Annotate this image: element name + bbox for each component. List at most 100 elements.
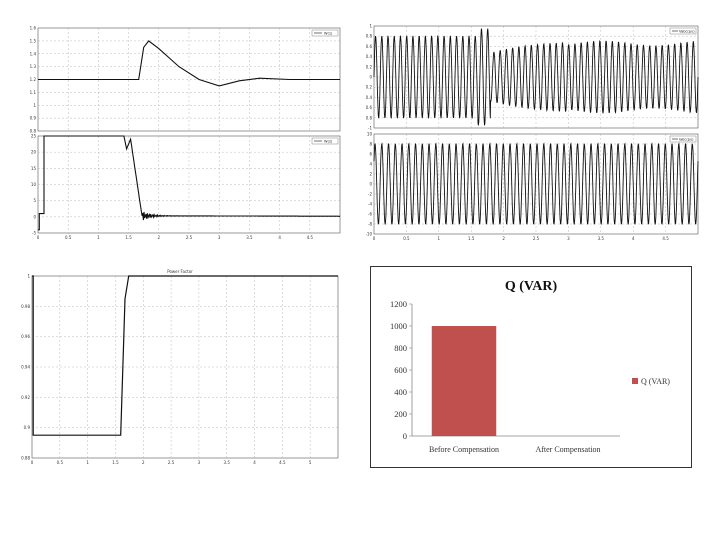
x-tick-label: 4.5 (279, 460, 286, 465)
current-legend-box (669, 135, 697, 143)
y-tick-label: -4 (368, 202, 372, 207)
x-tick-label: 4 (278, 235, 281, 240)
category-label: Before Compensation (429, 445, 499, 454)
y-tick-label: 1.5 (30, 38, 37, 43)
y-tick-label: 0.8 (30, 129, 37, 134)
bar-chart-categories: Before Compensation After Compensation (429, 445, 601, 454)
y-tick-label: 2 (369, 172, 372, 177)
y-tick-label: 0.6 (366, 44, 372, 49)
y-tick-label: 0.8 (366, 34, 372, 39)
voltage-legend-label: Vabc(pu) (679, 30, 695, 34)
power-factor-title: Power Factor (167, 269, 193, 274)
voltage-trace-line (373, 28, 699, 126)
voltage-y-ticks: 1 0.8 0.6 0.4 0.2 0 -0.2 -0.4 -0.6 -0.8 -1 (366, 24, 372, 131)
y-tick-label: -8 (368, 222, 372, 227)
y-tick-label: 0 (369, 182, 372, 187)
scope-top-left-svg: 1.61.51.41.31.21.110.90.8 W(1) 252015105… (22, 22, 342, 242)
upper-grid (38, 28, 340, 131)
y-tick-label: -6 (368, 212, 372, 217)
y-tick-label: 0.94 (21, 365, 30, 370)
x-tick-label: 3 (567, 236, 570, 241)
y-tick-label: -1 (368, 126, 372, 131)
power-factor-trace-line (32, 275, 338, 436)
lower-y-ticks: 25 20 15 10 5 0 -5 (31, 134, 37, 236)
x-tick-label: 1.5 (125, 235, 132, 240)
x-tick-label: 1 (86, 460, 89, 465)
power-factor-y-ticks: 1 0.98 0.96 0.94 0.92 0.9 0.88 (21, 274, 30, 461)
y-tick-label: 0.98 (21, 304, 30, 309)
y-tick-label: 400 (394, 387, 407, 397)
x-tick-label: 0 (37, 235, 40, 240)
x-tick-label: 3.5 (246, 235, 253, 240)
y-tick-label: 8 (369, 142, 372, 147)
x-tick-label: 0 (373, 236, 376, 241)
y-tick-label: 5 (33, 198, 36, 203)
lower-x-ticks: 0 0.5 1 1.5 2 2.5 3 3.5 4 4.5 (37, 235, 314, 240)
bar-chart-y-ticks: 1200 1000 800 600 400 200 0 (390, 299, 407, 441)
y-tick-label: -5 (32, 231, 36, 236)
x-tick-label: 1.5 (112, 460, 119, 465)
x-tick-label: 1 (438, 236, 441, 241)
y-tick-label: 1 (369, 24, 372, 29)
x-tick-label: 1.5 (468, 236, 475, 241)
y-tick-label: 800 (394, 343, 407, 353)
y-tick-label: 1.3 (30, 64, 37, 69)
upper-legend-box (311, 29, 339, 37)
y-tick-label: -0.4 (366, 95, 372, 100)
bar (431, 326, 497, 436)
y-tick-label: -0.2 (366, 85, 372, 90)
y-tick-label: 0.96 (21, 334, 30, 339)
y-tick-label: 1.4 (30, 51, 37, 56)
y-tick-label: -2 (368, 192, 372, 197)
y-tick-label: 0.4 (366, 54, 372, 59)
y-tick-label: -0.6 (366, 105, 372, 110)
bar-chart-title: Q (VAR) (505, 279, 558, 294)
category-label: After Compensation (535, 445, 600, 454)
upper-y-ticks: 1.6 1.5 1.4 1.3 1.2 1.1 1 0.9 0.8 (30, 26, 37, 134)
y-tick-label: 0 (33, 214, 36, 219)
bar-chart-legend: Q (VAR) (632, 377, 670, 386)
scope-top-right-svg: 1 0.8 0.6 0.4 0.2 0 -0.2 -0.4 -0.6 -0.8 -1 Vabc(pu… (366, 22, 700, 242)
bar-chart-bars (431, 326, 497, 436)
scope-top-right: 1 0.8 0.6 0.4 0.2 0 -0.2 -0.4 -0.6 -0.8 -1 Vabc(pu… (366, 22, 700, 242)
x-tick-label: 4 (632, 236, 635, 241)
y-tick-label: 1.6 (30, 26, 37, 31)
x-tick-label: 2 (142, 460, 145, 465)
current-legend-label: Iabc(pu) (679, 138, 694, 142)
upper-legend-label: W(1) (324, 32, 333, 36)
lower-legend-label: W(2) (324, 140, 333, 144)
current-x-ticks: 0 0.5 1 1.5 2 2.5 3 3.5 4 4.5 (373, 236, 670, 241)
y-tick-label: 200 (394, 409, 407, 419)
y-tick-label: 4 (369, 162, 372, 167)
x-tick-label: 3.5 (224, 460, 231, 465)
x-tick-label: 3.5 (598, 236, 605, 241)
y-tick-label: 25 (31, 134, 37, 139)
x-tick-label: 2.5 (186, 235, 193, 240)
legend-label: Q (VAR) (641, 377, 670, 386)
x-tick-label: 0.5 (65, 235, 72, 240)
q-var-bar-chart-svg: Q (VAR) 1200 1000 800 600 400 200 0 Before Com… (370, 266, 692, 468)
lower-grid (38, 136, 340, 233)
bar-chart-border (370, 266, 692, 468)
x-tick-label: 0.5 (57, 460, 64, 465)
y-tick-label: 1000 (390, 321, 407, 331)
y-tick-label: 1.2 (30, 77, 37, 82)
y-tick-label: 15 (31, 166, 37, 171)
y-tick-label: 1 (33, 103, 36, 108)
x-tick-label: 4 (253, 460, 256, 465)
x-tick-label: 2.5 (168, 460, 175, 465)
scope-top-left: 1.6 1.5 1.4 1.3 1.2 1.1 1 0.9 0.8 W(1) 25 20 15 10 5… (22, 22, 342, 242)
y-tick-label: 1.1 (30, 90, 37, 95)
y-tick-label: 0 (369, 75, 372, 80)
y-tick-label: 1200 (390, 299, 407, 309)
y-tick-label: 10 (31, 182, 37, 187)
y-tick-label: 10 (367, 132, 373, 137)
y-tick-label: -0.8 (366, 115, 372, 120)
x-tick-label: 3 (218, 235, 221, 240)
y-tick-label: 1 (27, 274, 30, 279)
y-tick-label: 0.9 (30, 116, 37, 121)
x-tick-label: 1 (97, 235, 100, 240)
x-tick-label: 5 (309, 460, 312, 465)
